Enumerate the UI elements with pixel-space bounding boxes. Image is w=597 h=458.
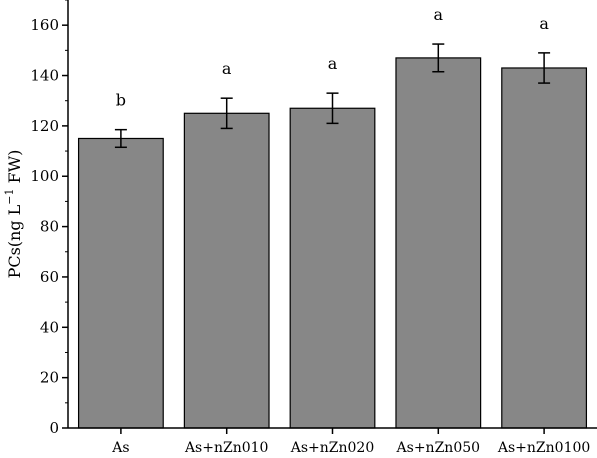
y-axis: 0 20 40 60 80 100 120 140 160 PCs(ng L−1 FW): [3, 0, 69, 437]
y-tick-label: 120: [30, 117, 59, 135]
bar: [77, 137, 164, 429]
x-tick-label: As+nZn020: [290, 440, 375, 456]
bar: [183, 112, 270, 429]
y-tick-label: 0: [49, 419, 59, 437]
y-tick-label: 100: [30, 167, 59, 185]
bar: [289, 107, 376, 429]
x-tick-label: As: [111, 440, 129, 456]
y-ticks-group: 0 20 40 60 80 100 120 140 160: [30, 0, 68, 437]
error-bars-group: [114, 43, 551, 149]
x-axis: As As+nZn010 As+nZn020 As+nZn050 As+nZn0100: [68, 427, 597, 456]
x-tick-label: As+nZn010: [184, 440, 269, 456]
significance-label: b: [116, 91, 126, 110]
significance-label: a: [434, 5, 444, 24]
y-tick-label: 80: [40, 218, 59, 236]
bar: [501, 67, 588, 429]
x-tick-label: As+nZn0100: [497, 440, 590, 456]
y-tick-label: 40: [40, 318, 59, 336]
y-axis-label-main: PCs(ng L: [5, 204, 24, 278]
error-bar: [326, 92, 339, 125]
x-tick-label: As+nZn050: [396, 440, 481, 456]
y-tick-label: 20: [40, 369, 59, 387]
significance-label: a: [539, 14, 549, 33]
bar: [395, 57, 482, 429]
y-axis-label: PCs(ng L−1 FW): [3, 150, 24, 279]
significance-label: a: [222, 59, 232, 78]
y-axis-label-sup: −1: [3, 188, 16, 204]
error-bar: [538, 52, 551, 84]
error-bar: [432, 43, 445, 73]
x-ticks-group: As As+nZn010 As+nZn020 As+nZn050 As+nZn0100: [111, 428, 590, 456]
y-tick-label: 160: [30, 16, 59, 34]
plot-area: b a a a a: [77, 5, 588, 429]
significance-labels-group: b a a a a: [116, 5, 550, 110]
y-tick-label: 140: [30, 67, 59, 85]
error-bar: [114, 128, 127, 149]
y-tick-label: 60: [40, 268, 59, 286]
significance-label: a: [328, 54, 338, 73]
y-axis-label-tail: FW): [5, 150, 24, 189]
error-bar: [220, 97, 233, 130]
